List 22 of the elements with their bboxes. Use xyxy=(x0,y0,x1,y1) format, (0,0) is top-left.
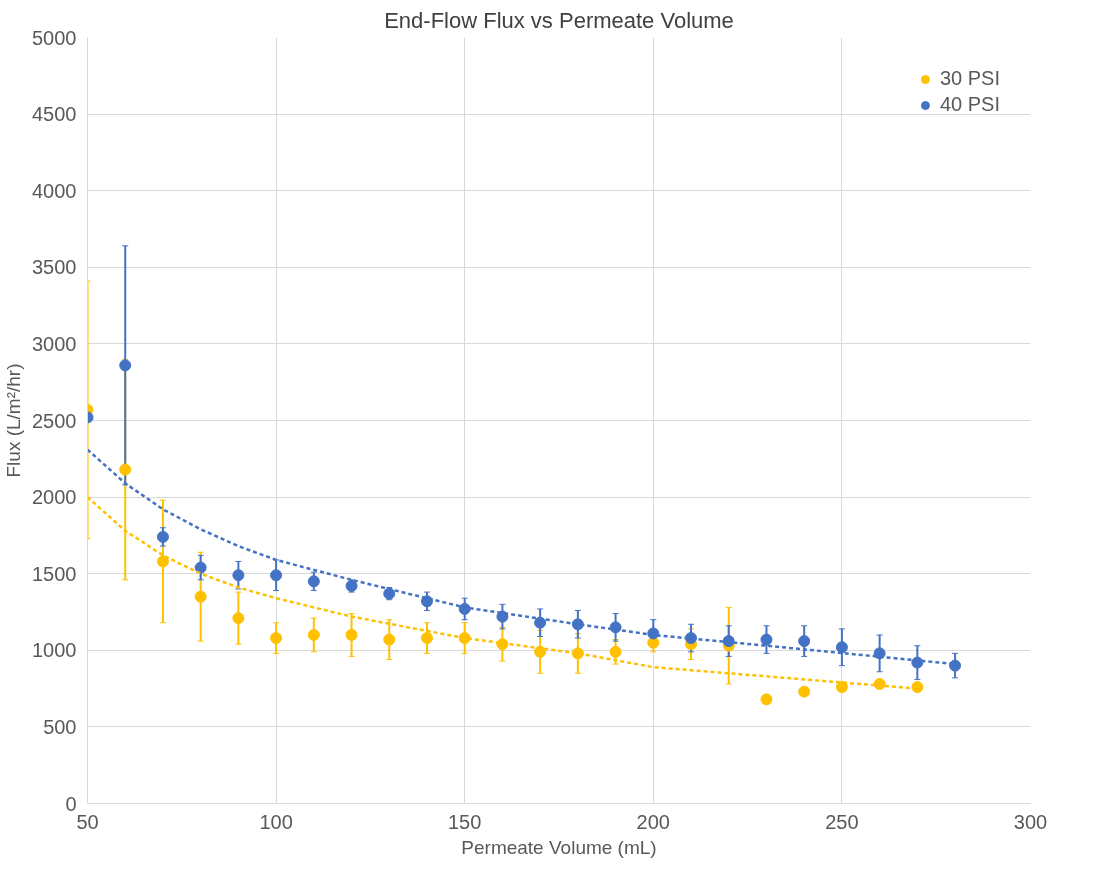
y-tick-label: 4500 xyxy=(32,103,77,126)
y-tick-label: 3500 xyxy=(32,256,77,279)
x-tick-label: 250 xyxy=(825,810,859,833)
x-tick-label: 150 xyxy=(448,810,482,833)
x-tick-label: 300 xyxy=(1013,810,1048,833)
x-tick-label: 200 xyxy=(636,810,670,833)
legend-label: 30 PSI xyxy=(939,67,1000,90)
y-axis-title: Flux (L/m²/hr) xyxy=(3,363,25,478)
y-tick-label: 1500 xyxy=(32,562,77,585)
y-tick-label: 5000 xyxy=(32,26,77,49)
x-tick-label: 50 xyxy=(76,810,99,833)
x-axis-title: Permeate Volume (mL) xyxy=(461,836,657,858)
y-tick-label: 2500 xyxy=(32,409,77,432)
y-tick-label: 4000 xyxy=(32,179,77,202)
chart-title: End-Flow Flux vs Permeate Volume xyxy=(384,7,734,33)
y-tick-label: 1000 xyxy=(32,639,77,662)
x-tick-label: 100 xyxy=(259,810,293,833)
y-tick-label: 2000 xyxy=(32,486,77,509)
y-tick-label: 0 xyxy=(65,792,77,815)
y-tick-label: 500 xyxy=(43,715,77,738)
y-tick-label: 3000 xyxy=(32,332,77,355)
legend-label: 40 PSI xyxy=(939,93,1000,116)
